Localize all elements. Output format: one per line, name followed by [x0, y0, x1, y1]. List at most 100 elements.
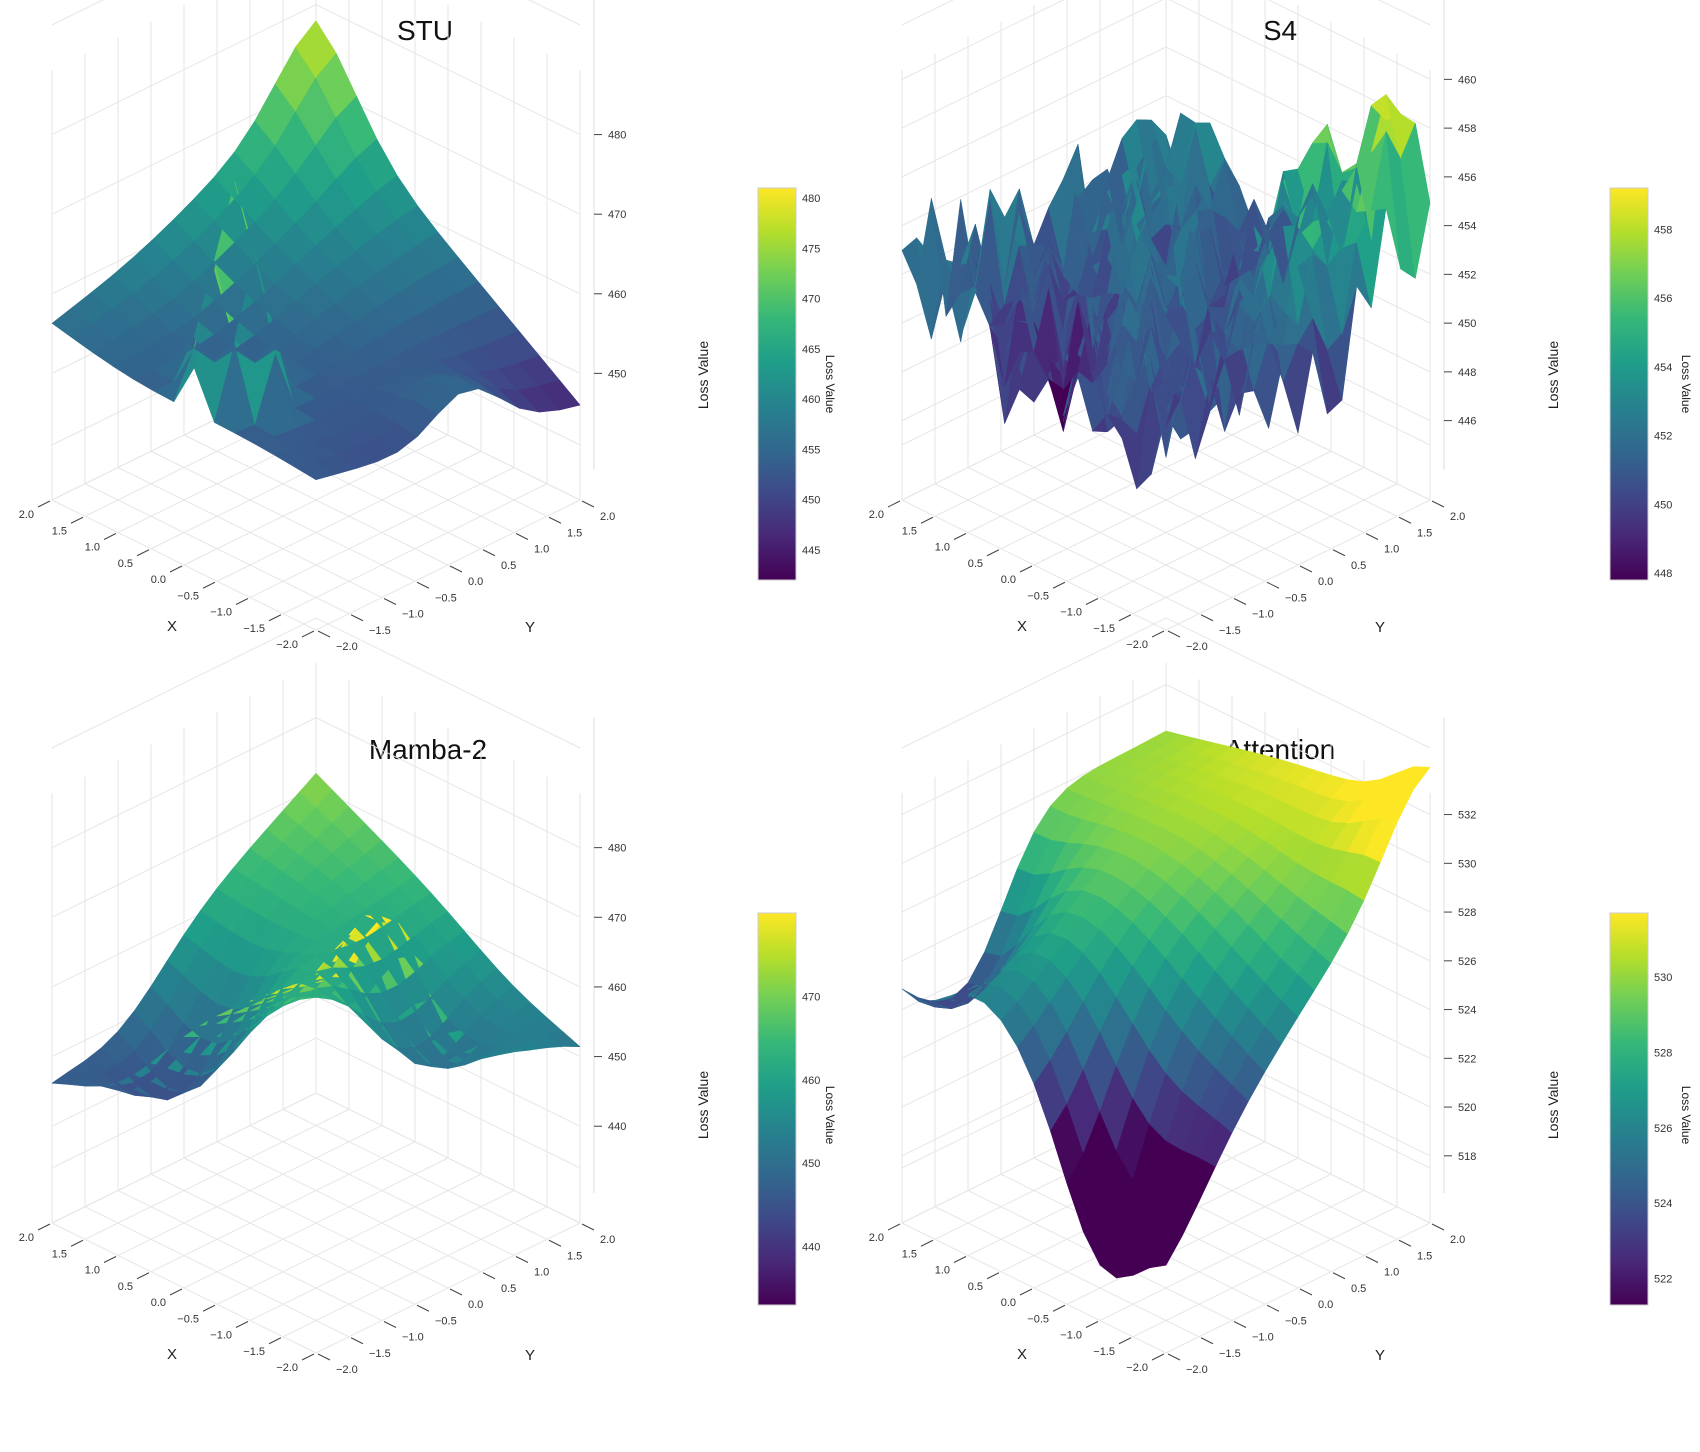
y-tick-label: 0.5 — [1351, 560, 1366, 572]
x-tick-mark — [1151, 1353, 1165, 1361]
x-tick-mark — [268, 1337, 282, 1345]
y-tick-mark — [449, 565, 463, 573]
z-tick-label: 446 — [1458, 416, 1476, 428]
y-tick-label: −1.0 — [402, 1332, 424, 1344]
surface-patch — [539, 380, 581, 411]
floor-gridline — [183, 434, 449, 566]
y-tick-mark — [1431, 1223, 1445, 1231]
y-tick-mark — [482, 549, 496, 557]
y-tick-mark — [1431, 500, 1445, 508]
x-tick-mark — [235, 598, 249, 605]
surface — [51, 773, 581, 1101]
colorbar-gradient — [757, 912, 797, 1306]
floor-gridline — [1033, 434, 1299, 566]
y-tick-mark — [1233, 1321, 1247, 1328]
y-tick-mark — [482, 1272, 496, 1280]
y-tick-label: 1.0 — [1384, 544, 1399, 556]
y-axis-label: Y — [525, 1347, 535, 1364]
x-tick-label: −0.5 — [1027, 1313, 1049, 1325]
z-tick-label: 448 — [1458, 367, 1476, 379]
y-tick-label: 1.5 — [1417, 527, 1432, 539]
x-tick-mark — [169, 565, 183, 573]
colorbar-tick-label: 458 — [1654, 224, 1672, 236]
x-tick-mark — [70, 516, 84, 524]
z-axis-label: Loss Value — [1545, 1071, 1561, 1139]
y-tick-label: −1.5 — [369, 1348, 391, 1360]
y-tick-label: 1.0 — [1384, 1267, 1399, 1279]
y-tick-mark — [350, 614, 364, 622]
wall-gridline — [901, 684, 1431, 816]
x-tick-mark — [136, 549, 150, 557]
colorbar: 445 450 455 460 465 470 475 480 — [757, 187, 820, 581]
x-tick-label: 1.0 — [85, 542, 100, 554]
colorbar-gradient — [1609, 187, 1649, 581]
y-tick-label: 0.0 — [468, 1299, 483, 1311]
y-tick-label: −1.5 — [1219, 625, 1241, 637]
colorbar-tick-label: 530 — [1654, 972, 1672, 984]
colorbar-tick-label: 452 — [1654, 431, 1672, 443]
wall-gridline — [901, 0, 1431, 80]
floor-gridline — [183, 1157, 449, 1289]
y-tick-mark — [1365, 533, 1379, 540]
surface-patch — [546, 1031, 581, 1048]
subplot-title: STU — [397, 15, 453, 46]
y-tick-mark — [350, 1337, 364, 1345]
x-tick-label: 2.0 — [869, 509, 884, 521]
wall-gridline — [51, 4, 581, 136]
floor-gridline — [51, 499, 317, 631]
z-tick-label: 454 — [1458, 221, 1476, 233]
colorbar-tick-label: 450 — [802, 1158, 820, 1170]
x-tick-label: 1.0 — [935, 542, 950, 554]
y-tick-mark — [317, 1353, 331, 1361]
y-tick-label: 0.0 — [1318, 1299, 1333, 1311]
floor-gridline — [117, 1190, 383, 1321]
y-tick-mark — [1200, 614, 1214, 622]
colorbar-title: Loss Value — [823, 355, 837, 414]
colorbar-tick-label: 450 — [802, 495, 820, 507]
y-tick-mark — [1167, 1353, 1181, 1361]
colorbar: 440 450 460 470 — [757, 912, 820, 1306]
z-tick-label: 530 — [1458, 858, 1476, 870]
floor-gridline — [84, 1206, 350, 1338]
floor-gridline — [934, 1206, 1200, 1338]
subplot-title: S4 — [1263, 15, 1297, 46]
x-tick-label: −1.5 — [1093, 623, 1115, 635]
wall-gridline — [51, 617, 581, 749]
colorbar-title: Loss Value — [823, 1086, 837, 1145]
y-tick-label: −2.0 — [336, 641, 358, 653]
y-tick-mark — [1200, 1337, 1214, 1345]
subplot-stu: STU −2.0 −1.5 −1.0 −0.5 0.0 0.5 1.0 1.5 2.0 2.0 1.… — [19, 0, 837, 653]
x-tick-label: −1.0 — [1060, 607, 1082, 619]
x-tick-mark — [136, 1272, 150, 1280]
z-tick-label: 460 — [608, 982, 626, 994]
wall-gridline — [51, 1092, 581, 1224]
colorbar-tick-label: 460 — [802, 394, 820, 406]
colorbar: 448 450 452 454 456 458 — [1609, 187, 1672, 581]
z-tick-label: 524 — [1458, 1005, 1476, 1017]
y-tick-mark — [1398, 1239, 1412, 1247]
y-tick-mark — [548, 1239, 562, 1247]
floor-gridline — [51, 1222, 317, 1354]
y-tick-mark — [1167, 630, 1181, 638]
z-tick-label: 450 — [608, 1052, 626, 1064]
x-tick-label: −0.5 — [1027, 590, 1049, 602]
z-tick-label: 460 — [608, 289, 626, 301]
floor-gridline — [117, 1125, 383, 1256]
y-tick-mark — [1299, 1288, 1313, 1296]
x-tick-label: 0.5 — [968, 1281, 983, 1293]
surface — [51, 20, 581, 481]
y-tick-label: 0.5 — [1351, 1283, 1366, 1295]
y-tick-label: 0.5 — [501, 1283, 516, 1295]
x-tick-label: 0.5 — [118, 1281, 133, 1293]
colorbar-tick-label: 456 — [1654, 293, 1672, 305]
x-tick-mark — [1052, 581, 1066, 589]
x-tick-mark — [920, 1239, 934, 1247]
x-tick-mark — [953, 1256, 967, 1263]
x-tick-mark — [1085, 1321, 1099, 1328]
x-tick-label: −0.5 — [177, 590, 199, 602]
x-tick-label: 1.5 — [902, 1248, 917, 1260]
x-tick-label: 0.0 — [151, 1297, 166, 1309]
y-tick-mark — [1266, 581, 1280, 589]
y-tick-label: −1.5 — [1219, 1348, 1241, 1360]
x-tick-label: 2.0 — [19, 1232, 34, 1244]
